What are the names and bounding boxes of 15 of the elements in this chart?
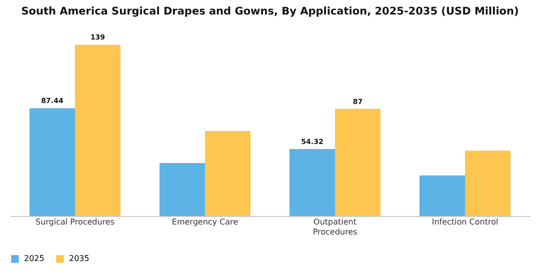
x-tick-label: Outpatient Procedures	[312, 218, 358, 236]
bar	[420, 175, 465, 216]
x-tick-label: Infection Control	[432, 218, 498, 226]
bar	[160, 163, 205, 216]
bar	[290, 149, 335, 216]
legend-label: 2035	[69, 254, 90, 263]
bar	[205, 130, 250, 216]
x-tick-label: Emergency Care	[172, 218, 238, 226]
chart-title: South America Surgical Drapes and Gowns, By Application, 2025-2035 (USD Million)	[21, 6, 519, 18]
bar	[30, 108, 75, 216]
bar	[465, 150, 510, 216]
legend-label: 2025	[24, 254, 44, 263]
bar	[75, 44, 120, 216]
x-tick-label: Surgical Procedures	[35, 218, 115, 226]
bar	[335, 108, 380, 216]
